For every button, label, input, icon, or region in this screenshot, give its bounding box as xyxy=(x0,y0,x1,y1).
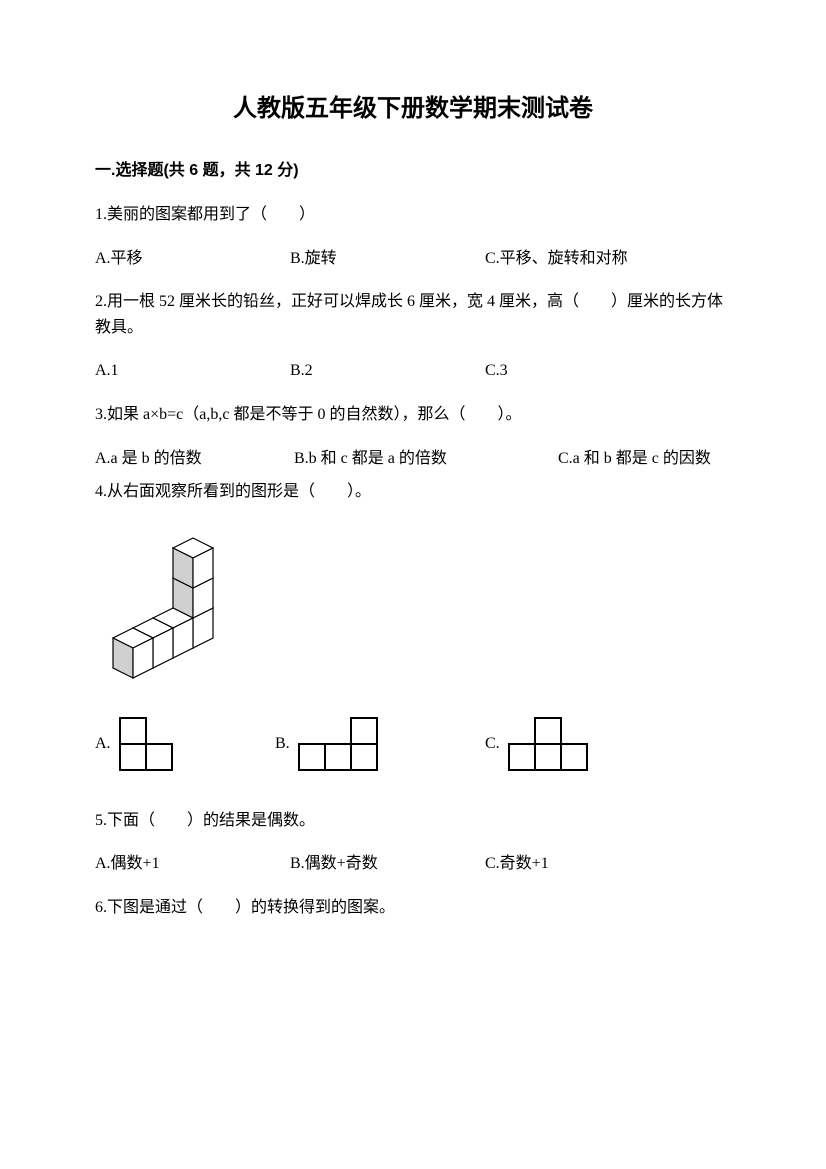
question-4: 4.从右面观察所看到的图形是（ ）。 xyxy=(95,479,731,505)
q2-opt-b: B.2 xyxy=(290,358,485,384)
q4-figure-options: A. B. C. xyxy=(95,715,731,773)
q5-opt-b: B.偶数+奇数 xyxy=(290,851,485,877)
q1-opt-c: C.平移、旋转和对称 xyxy=(485,246,731,272)
q4-opt-a-icon xyxy=(117,715,175,773)
q3-options: A.a 是 b 的倍数 B.b 和 c 都是 a 的倍数 C.a 和 b 都是 … xyxy=(95,446,731,472)
q4-opt-a-label: A. xyxy=(95,731,111,757)
q4-opt-a: A. xyxy=(95,715,275,773)
q5-options: A.偶数+1 B.偶数+奇数 C.奇数+1 xyxy=(95,851,731,877)
question-2: 2.用一根 52 厘米长的铅丝，正好可以焊成长 6 厘米，宽 4 厘米，高（ ）… xyxy=(95,289,731,340)
q4-opt-c-icon xyxy=(506,715,590,773)
q4-opt-c: C. xyxy=(485,715,731,773)
q2-opt-a: A.1 xyxy=(95,358,290,384)
q5-opt-c: C.奇数+1 xyxy=(485,851,731,877)
q2-opt-c: C.3 xyxy=(485,358,731,384)
q1-opt-b: B.旋转 xyxy=(290,246,485,272)
q4-opt-b: B. xyxy=(275,715,485,773)
q5-opt-a: A.偶数+1 xyxy=(95,851,290,877)
q4-opt-b-icon xyxy=(296,715,380,773)
question-1: 1.美丽的图案都用到了（ ） xyxy=(95,202,731,228)
q3-opt-b: B.b 和 c 都是 a 的倍数 xyxy=(294,446,554,472)
question-3: 3.如果 a×b=c（a,b,c 都是不等于 0 的自然数），那么（ ）。 xyxy=(95,402,731,428)
page-title: 人教版五年级下册数学期末测试卷 xyxy=(95,90,731,128)
q4-opt-c-label: C. xyxy=(485,731,500,757)
q1-options: A.平移 B.旋转 C.平移、旋转和对称 xyxy=(95,246,731,272)
q3-opt-c: C.a 和 b 都是 c 的因数 xyxy=(558,450,711,467)
q4-opt-b-label: B. xyxy=(275,731,290,757)
q4-3d-figure xyxy=(95,530,731,680)
q2-options: A.1 B.2 C.3 xyxy=(95,358,731,384)
question-6: 6.下图是通过（ ）的转换得到的图案。 xyxy=(95,895,731,921)
q3-opt-a: A.a 是 b 的倍数 xyxy=(95,446,290,472)
question-5: 5.下面（ ）的结果是偶数。 xyxy=(95,808,731,834)
q1-opt-a: A.平移 xyxy=(95,246,290,272)
section-1-header: 一.选择题(共 6 题，共 12 分) xyxy=(95,158,731,184)
